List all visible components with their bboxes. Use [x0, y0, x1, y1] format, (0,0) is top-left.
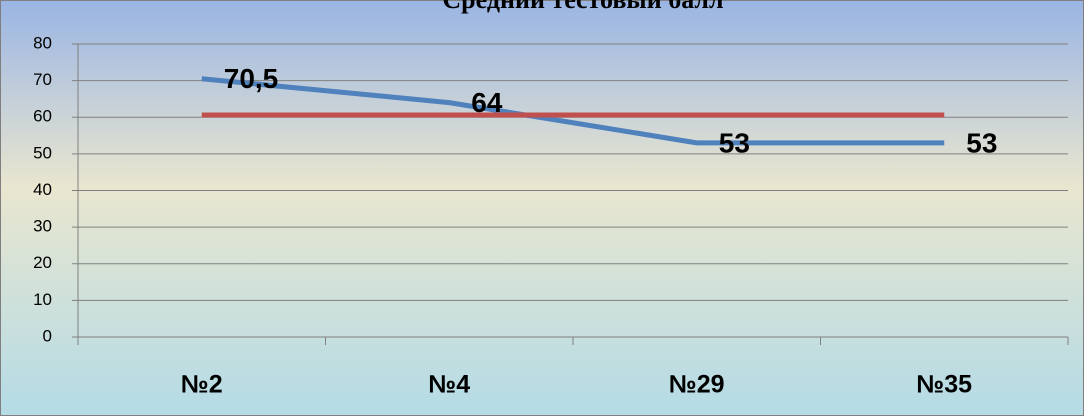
chart-title: Средний тестовый балл [442, 0, 723, 14]
y-tick-label: 70 [33, 70, 52, 89]
data-label: 64 [471, 87, 503, 118]
y-tick-label: 10 [33, 290, 52, 309]
y-tick-label: 60 [33, 107, 52, 126]
x-tick-label: №29 [669, 371, 725, 399]
x-tick-label: №35 [916, 371, 972, 399]
y-tick-label: 50 [33, 143, 52, 162]
x-tick-label: №4 [428, 371, 470, 399]
y-tick-label: 40 [33, 180, 52, 199]
y-tick-label: 80 [33, 33, 52, 52]
series-line [201, 76, 945, 146]
data-label: 53 [966, 127, 997, 158]
x-tick-label: №2 [181, 371, 223, 399]
y-tick-label: 20 [33, 253, 52, 272]
data-label: 53 [719, 127, 750, 158]
y-tick-label: 0 [43, 326, 52, 345]
y-tick-label: 30 [33, 217, 52, 236]
data-label: 70,5 [224, 63, 279, 94]
